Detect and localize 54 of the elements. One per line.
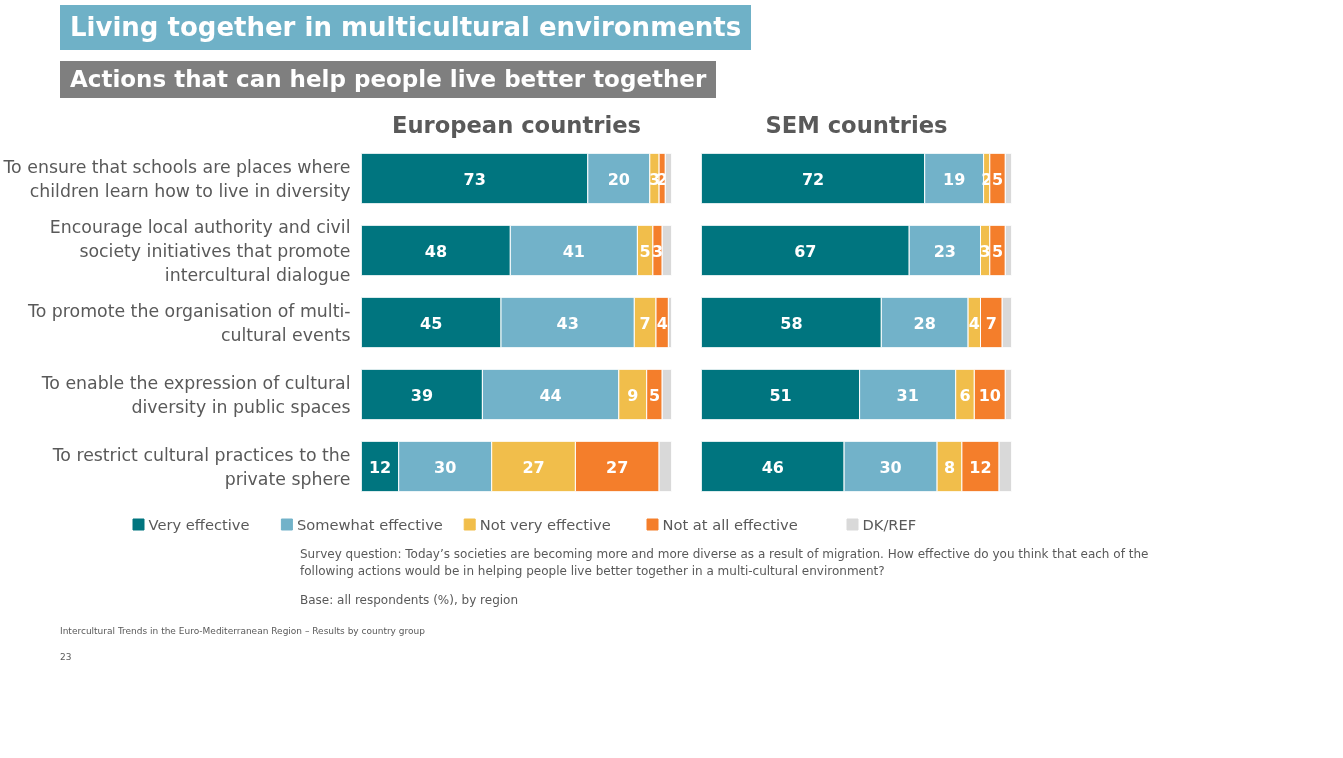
text: 23 (60, 651, 73, 664)
chart-title: SEM countries (765, 111, 948, 138)
data-label: 12 (969, 457, 992, 477)
y-tick-label: To ensure that schools are places where children learn how to live in diversity (2, 156, 351, 201)
data-label: 19 (943, 169, 966, 189)
legend-label: DK/REF (862, 516, 917, 533)
data-label: 27 (606, 457, 629, 477)
data-label: 30 (434, 457, 457, 477)
data-label: 7 (639, 313, 651, 333)
data-label: 5 (991, 241, 1004, 261)
data-label: 5 (648, 385, 661, 405)
data-label: 48 (424, 241, 448, 261)
data-label: 10 (978, 385, 1001, 405)
data-label: 72 (801, 169, 825, 189)
y-tick-label: To restrict cultural practices to the private sphere (51, 444, 351, 489)
data-label: 51 (769, 385, 792, 405)
data-label: 23 (933, 241, 956, 261)
text: Living together in multicultural environments (60, 5, 752, 51)
data-label: 5 (991, 169, 1004, 189)
data-label: 6 (959, 385, 971, 405)
legend-label: Not at all effective (662, 516, 798, 533)
data-label: 41 (562, 241, 585, 261)
data-label: 7 (985, 313, 997, 333)
data-label: 20 (607, 169, 630, 189)
data-label: 31 (896, 385, 919, 405)
data-label: 12 (368, 457, 392, 477)
data-label: 4 (968, 313, 980, 333)
legend-label: Very effective (148, 516, 250, 533)
data-label: 43 (556, 313, 579, 333)
data-label: 5 (639, 241, 651, 261)
data-label: 39 (410, 385, 434, 405)
legend-label: Somewhat effective (296, 516, 443, 533)
data-label: 28 (913, 313, 936, 333)
data-label: 73 (463, 169, 486, 189)
text: Intercultural Trends in the Euro-Mediterranean Region – Results by country group (60, 625, 426, 638)
text: Actions that can help people live better together (60, 61, 717, 98)
data-label: 58 (780, 313, 803, 333)
data-label: 4 (656, 313, 668, 333)
data-label: 46 (761, 457, 784, 477)
data-label: 27 (522, 457, 545, 477)
data-label: 3 (651, 241, 664, 261)
legend-label: Not very effective (479, 516, 611, 533)
y-tick-label: Encourage local authority and civil society initiatives that promote intercultural dialogue (49, 216, 351, 285)
data-label: 44 (539, 385, 562, 405)
y-tick-label: To enable the expression of cultural diversity in public spaces (40, 372, 351, 417)
text: Base: all respondents (%), by region (300, 592, 520, 609)
data-label: 30 (879, 457, 902, 477)
text: Survey question: Today’s societies are becoming more and more diverse as a result of migration. How effective do you think that each of the following actions would be in helping people live better together in a multi-cultural environment? (300, 546, 1150, 581)
data-label: 67 (794, 241, 817, 261)
data-label: 45 (420, 313, 443, 333)
data-label: 9 (627, 385, 639, 405)
chart-title: European countries (391, 111, 642, 138)
y-tick-label: To promote the organisation of multi-cultural events (27, 300, 351, 345)
data-label: 8 (943, 457, 956, 477)
